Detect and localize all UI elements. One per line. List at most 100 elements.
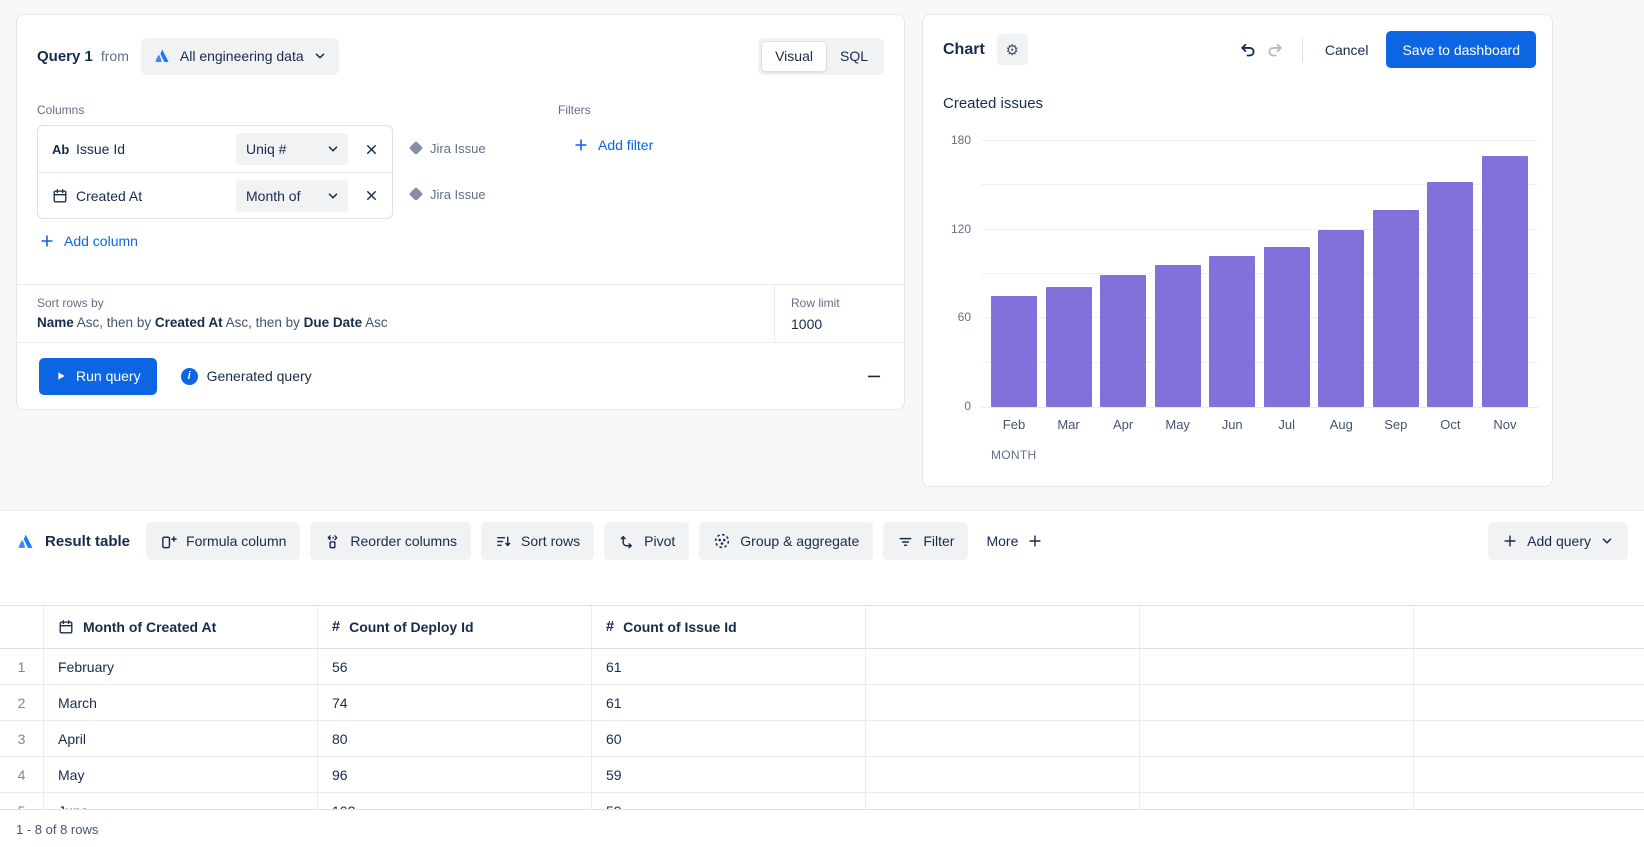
sort-part: Asc, then by [222, 315, 304, 330]
column-source-tags: Jira Issue Jira Issue [408, 125, 486, 217]
x-tick-label: Jun [1221, 417, 1243, 432]
reorder-columns-button[interactable]: Reorder columns [310, 522, 472, 560]
sort-part: Created At [154, 315, 223, 330]
gridline [981, 273, 1538, 274]
add-filter-button[interactable]: Add filter [573, 137, 653, 153]
group-aggregate-button[interactable]: Group & aggregate [699, 522, 874, 560]
date-type-icon [52, 188, 76, 204]
bar-oct[interactable] [1427, 182, 1474, 407]
source-tag: Jira Issue [408, 125, 486, 171]
row-number: 3 [0, 721, 44, 757]
add-query-button[interactable]: Add query [1488, 522, 1628, 560]
table-cell: May [44, 757, 318, 793]
bar-apr[interactable] [1100, 275, 1147, 407]
y-tick-label: 120 [950, 221, 971, 236]
bar-nov[interactable] [1481, 155, 1528, 407]
jira-issue-icon [408, 140, 424, 156]
filter-button[interactable]: Filter [883, 522, 969, 560]
empty-cell [1414, 757, 1644, 793]
column-header-month-of-created-at[interactable]: Month of Created At [44, 606, 318, 649]
row-count-status: 1 - 8 of 8 rows [16, 821, 99, 837]
chart-bars [981, 141, 1538, 407]
generated-query-toggle[interactable]: i Generated query [180, 367, 312, 385]
info-icon: i [180, 367, 198, 385]
run-query-button[interactable]: Run query [39, 357, 157, 395]
empty-cell [1414, 649, 1644, 685]
pivot-button[interactable]: Pivot [604, 522, 690, 560]
table-cell: February [44, 649, 318, 685]
cancel-button[interactable]: Cancel [1324, 41, 1369, 58]
bar-may[interactable] [1154, 265, 1201, 407]
sort-part: Name [37, 315, 74, 330]
atlassian-logo-icon [155, 49, 169, 62]
row-limit-value[interactable]: 1000 [791, 316, 823, 332]
formula-column-button[interactable]: Formula column [146, 522, 301, 560]
table-cell: 59 [592, 757, 866, 793]
button-label: Filter [923, 533, 955, 549]
table-row: 2 March 74 61 [0, 685, 1644, 721]
row-limit-label: Row limit [791, 296, 840, 310]
add-column-button[interactable]: Add column [39, 233, 138, 249]
data-source-name: All engineering data [179, 48, 304, 64]
hash-icon: # [332, 619, 341, 635]
table-cell: 56 [318, 649, 592, 685]
gridline [981, 140, 1538, 141]
gridline [981, 228, 1538, 230]
generated-query-label: Generated query [206, 368, 312, 384]
column-header-label: Count of Deploy Id [349, 619, 474, 635]
column-header-count-of-issue-id[interactable]: # Count of Issue Id [592, 606, 866, 649]
chevron-down-icon [315, 53, 324, 59]
bar-sep[interactable] [1372, 210, 1419, 407]
undo-button[interactable] [1234, 36, 1262, 64]
undo-icon [1241, 43, 1255, 57]
save-to-dashboard-button[interactable]: Save to dashboard [1386, 31, 1536, 68]
save-label: Save to dashboard [1402, 41, 1520, 58]
filters-label: Filters [558, 103, 591, 117]
empty-cell [1414, 685, 1644, 721]
y-tick-label: 0 [964, 399, 971, 413]
result-section: Result table Formula column Reorder colu… [0, 510, 1644, 847]
column-name: Created At [76, 187, 143, 204]
row-number: 1 [0, 649, 44, 685]
column-header-count-of-deploy-id[interactable]: # Count of Deploy Id [318, 606, 592, 649]
bar-jun[interactable] [1209, 256, 1256, 407]
more-button[interactable]: More [978, 533, 1051, 549]
redo-button[interactable] [1262, 36, 1290, 64]
sort-part: Asc [362, 315, 388, 330]
table-cell: 61 [592, 685, 866, 721]
gridline [981, 317, 1538, 319]
table-cell: April [44, 721, 318, 757]
chart-settings-button[interactable]: ⚙ [996, 34, 1028, 65]
data-source-dropdown[interactable]: All engineering data [140, 37, 339, 75]
remove-column-button[interactable] [362, 187, 380, 205]
sort-rows-editor[interactable]: Sort rows by Name Asc, then by Created A… [17, 285, 774, 342]
column-row-created-at: Created At Month of [38, 172, 392, 218]
empty-cell [1414, 721, 1644, 757]
aggregation-dropdown[interactable]: Uniq # [236, 133, 348, 165]
empty-column-header [866, 606, 1140, 649]
tab-visual[interactable]: Visual [761, 40, 827, 72]
collapse-button[interactable] [866, 368, 882, 384]
bar-mar[interactable] [1045, 287, 1092, 407]
x-tick-label: Aug [1329, 417, 1353, 432]
source-tag: Jira Issue [408, 171, 486, 217]
empty-cell [1140, 757, 1414, 793]
table-row: 5June10259 [0, 793, 1644, 809]
play-icon [58, 372, 65, 380]
chart-panel: Chart ⚙ Cancel Save to dashboard Created… [922, 14, 1553, 487]
text-type-icon: Ab [52, 141, 70, 157]
tab-sql[interactable]: SQL [839, 48, 868, 64]
formula-column-icon [162, 535, 177, 548]
chart-x-labels: Feb Mar Apr May Jun Jul Aug Sep Oct Nov [981, 417, 1538, 432]
remove-column-button[interactable] [362, 140, 380, 158]
bar-aug[interactable] [1318, 229, 1365, 407]
empty-cell [866, 685, 1140, 721]
sort-rows-button[interactable]: Sort rows [481, 522, 595, 560]
bar-feb[interactable] [991, 296, 1037, 407]
table-cell: 61 [592, 649, 866, 685]
chart-title: Created issues [943, 95, 1044, 112]
row-number: 2 [0, 685, 44, 721]
plus-icon [1504, 535, 1516, 547]
aggregation-dropdown[interactable]: Month of [236, 179, 348, 212]
bar-jul[interactable] [1263, 247, 1310, 407]
